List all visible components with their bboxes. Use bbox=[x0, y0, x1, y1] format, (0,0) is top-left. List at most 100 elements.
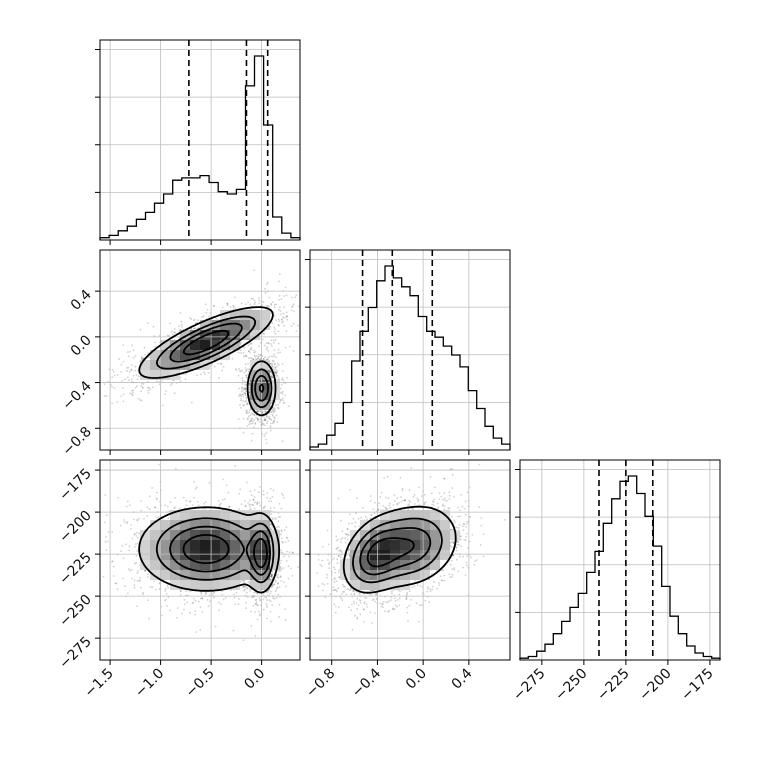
scatter-point bbox=[276, 362, 279, 365]
scatter-point bbox=[272, 518, 274, 521]
scatter-point bbox=[262, 358, 265, 360]
scatter-point bbox=[274, 372, 277, 375]
scatter-point bbox=[130, 378, 133, 381]
scatter-point bbox=[181, 323, 183, 326]
scatter-point bbox=[276, 526, 278, 528]
scatter-point bbox=[278, 306, 281, 308]
scatter-point bbox=[111, 531, 114, 533]
scatter-point bbox=[289, 551, 291, 553]
scatter-point bbox=[272, 422, 274, 424]
scatter-point bbox=[274, 409, 276, 412]
scatter-point bbox=[197, 319, 199, 322]
scatter-point bbox=[154, 506, 156, 509]
scatter-point bbox=[262, 490, 265, 492]
scatter-point bbox=[148, 508, 151, 511]
scatter-point bbox=[238, 367, 240, 370]
scatter-point bbox=[250, 297, 253, 300]
scatter-point bbox=[239, 349, 242, 352]
scatter-point bbox=[242, 586, 245, 589]
scatter-point bbox=[255, 358, 257, 361]
scatter-point bbox=[271, 375, 274, 378]
scatter-point bbox=[259, 486, 261, 488]
scatter-point bbox=[275, 518, 277, 520]
scatter-point bbox=[253, 269, 256, 271]
scatter-point bbox=[248, 504, 251, 506]
scatter-point bbox=[192, 601, 195, 604]
scatter-point bbox=[124, 585, 126, 587]
scatter-point bbox=[272, 368, 275, 371]
scatter-point bbox=[199, 629, 202, 631]
scatter-point bbox=[248, 388, 251, 391]
scatter-point bbox=[280, 507, 283, 510]
scatter-point bbox=[204, 501, 207, 504]
scatter-point bbox=[213, 365, 216, 368]
scatter-point bbox=[235, 369, 238, 372]
scatter-point bbox=[245, 409, 248, 412]
scatter-point bbox=[253, 354, 256, 357]
scatter-point bbox=[233, 593, 236, 596]
scatter-point bbox=[280, 568, 283, 570]
scatter-point bbox=[240, 407, 242, 409]
scatter-point bbox=[136, 378, 139, 381]
scatter-point bbox=[134, 387, 137, 389]
scatter-point bbox=[254, 423, 257, 425]
scatter-point bbox=[266, 420, 269, 423]
scatter-point bbox=[195, 486, 198, 489]
scatter-point bbox=[244, 588, 246, 591]
scatter-point bbox=[131, 577, 133, 580]
scatter-point bbox=[242, 355, 245, 358]
scatter-point bbox=[279, 351, 281, 354]
scatter-point bbox=[257, 357, 259, 360]
scatter-point bbox=[259, 358, 261, 361]
scatter-point bbox=[239, 393, 241, 395]
scatter-point bbox=[147, 576, 149, 578]
scatter-point bbox=[258, 302, 261, 305]
scatter-point bbox=[274, 371, 277, 373]
scatter-point bbox=[266, 422, 268, 425]
scatter-point bbox=[133, 546, 136, 548]
scatter-point bbox=[246, 587, 249, 590]
scatter-point bbox=[283, 324, 285, 327]
scatter-point bbox=[265, 442, 268, 445]
scatter-point bbox=[274, 371, 277, 374]
scatter-point bbox=[282, 379, 285, 382]
scatter-point bbox=[201, 611, 204, 613]
scatter-point bbox=[267, 356, 269, 359]
scatter-point bbox=[107, 531, 110, 533]
scatter-point bbox=[165, 390, 167, 392]
scatter-point bbox=[280, 492, 283, 495]
scatter-point bbox=[206, 308, 209, 311]
scatter-point bbox=[280, 559, 283, 562]
scatter-point bbox=[275, 596, 278, 599]
scatter-point bbox=[193, 496, 195, 499]
scatter-point bbox=[273, 597, 276, 600]
scatter-point bbox=[274, 371, 277, 374]
scatter-point bbox=[249, 343, 251, 346]
scatter-point bbox=[254, 351, 257, 353]
scatter-point bbox=[231, 358, 234, 360]
scatter-point bbox=[275, 375, 278, 377]
scatter-point bbox=[248, 420, 251, 423]
scatter-point bbox=[281, 552, 284, 554]
scatter-point bbox=[173, 331, 176, 334]
scatter-point bbox=[245, 370, 247, 373]
scatter-point bbox=[285, 294, 288, 297]
scatter-point bbox=[189, 317, 192, 319]
scatter-point bbox=[249, 503, 252, 506]
scatter-point bbox=[278, 502, 281, 505]
scatter-point bbox=[282, 316, 284, 319]
scatter-point bbox=[277, 323, 280, 326]
scatter-point bbox=[123, 519, 125, 521]
scatter-point bbox=[265, 348, 268, 350]
scatter-point bbox=[149, 586, 152, 588]
scatter-point bbox=[256, 592, 259, 595]
scatter-point bbox=[243, 371, 246, 374]
scatter-point bbox=[259, 354, 262, 356]
scatter-point bbox=[169, 322, 172, 325]
scatter-point bbox=[280, 533, 282, 536]
scatter-point bbox=[220, 363, 223, 365]
scatter-point bbox=[279, 310, 282, 313]
scatter-point bbox=[256, 603, 259, 606]
scatter-point bbox=[274, 366, 277, 369]
scatter-point bbox=[208, 481, 211, 484]
